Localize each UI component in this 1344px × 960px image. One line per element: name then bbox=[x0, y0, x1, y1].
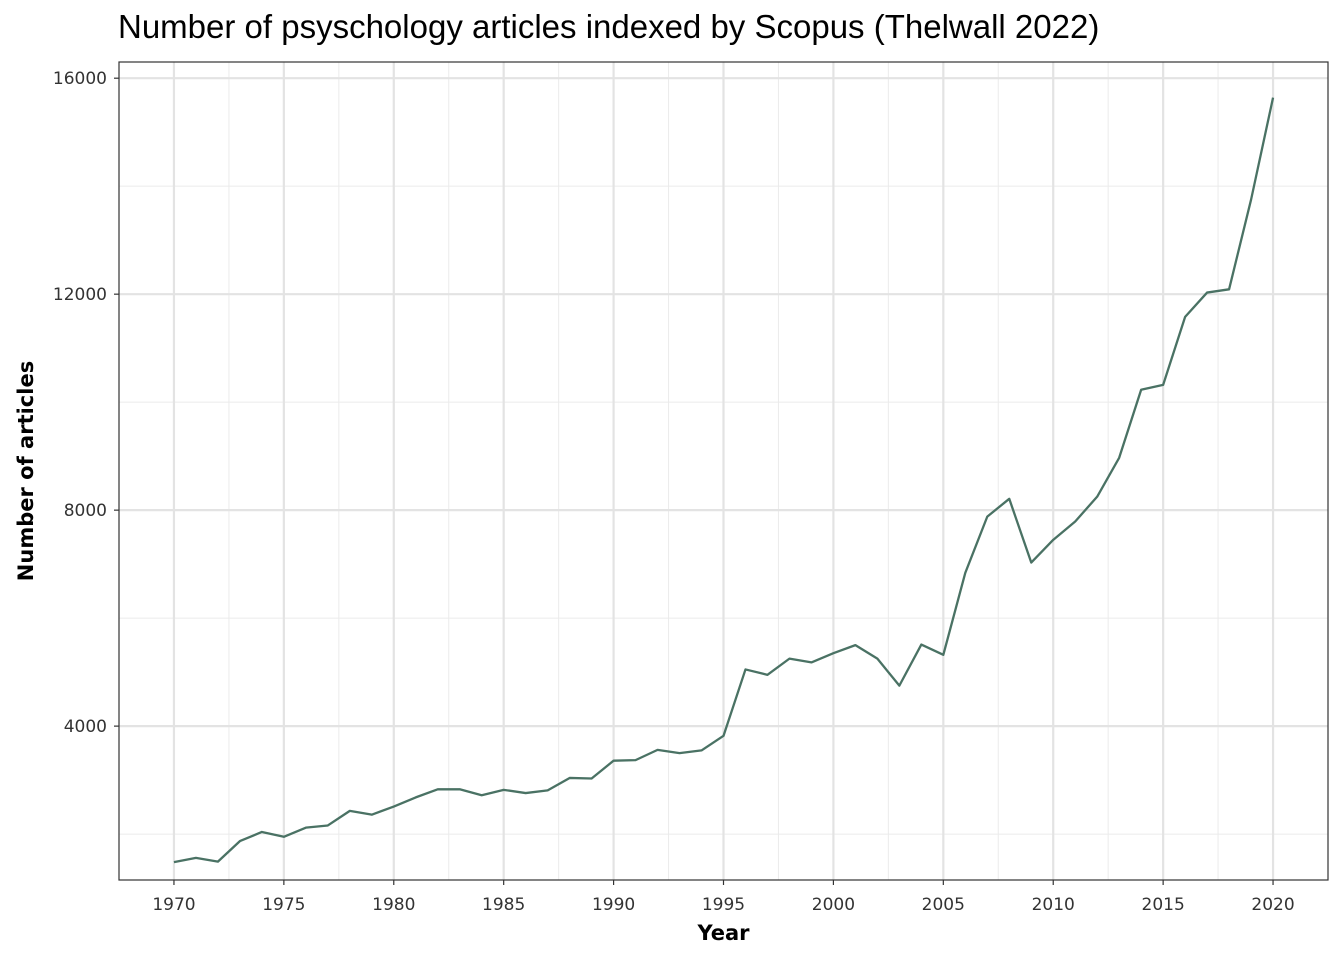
x-tick-label: 1970 bbox=[152, 895, 195, 915]
x-tick-label: 1995 bbox=[702, 895, 745, 915]
x-axis: 1970 1975 1980 1985 1990 1995 2000 2005 2010 2015… bbox=[152, 880, 1295, 915]
x-tick-label: 2015 bbox=[1142, 895, 1185, 915]
x-axis-title: Year bbox=[696, 921, 750, 945]
series-layer bbox=[173, 97, 1275, 864]
x-tick-label: 1980 bbox=[372, 895, 415, 915]
x-tick-label: 2000 bbox=[812, 895, 855, 915]
major-gridlines bbox=[119, 62, 1328, 880]
y-axis-title: Number of articles bbox=[14, 361, 38, 581]
x-tick-label: 1990 bbox=[592, 895, 635, 915]
y-tick-label: 4000 bbox=[64, 717, 107, 737]
x-tick-label: 1985 bbox=[482, 895, 525, 915]
x-tick-label: 2020 bbox=[1251, 895, 1294, 915]
x-tick-label: 2010 bbox=[1032, 895, 1075, 915]
y-axis: 4000 8000 12000 16000 bbox=[53, 69, 119, 737]
x-tick-label: 1975 bbox=[262, 895, 305, 915]
y-tick-label: 16000 bbox=[53, 69, 107, 89]
x-tick-label: 2005 bbox=[922, 895, 965, 915]
series-line bbox=[173, 97, 1275, 864]
y-tick-label: 8000 bbox=[64, 501, 107, 521]
chart-title: Number of psyschology articles indexed b… bbox=[118, 8, 1100, 45]
y-tick-label: 12000 bbox=[53, 285, 107, 305]
